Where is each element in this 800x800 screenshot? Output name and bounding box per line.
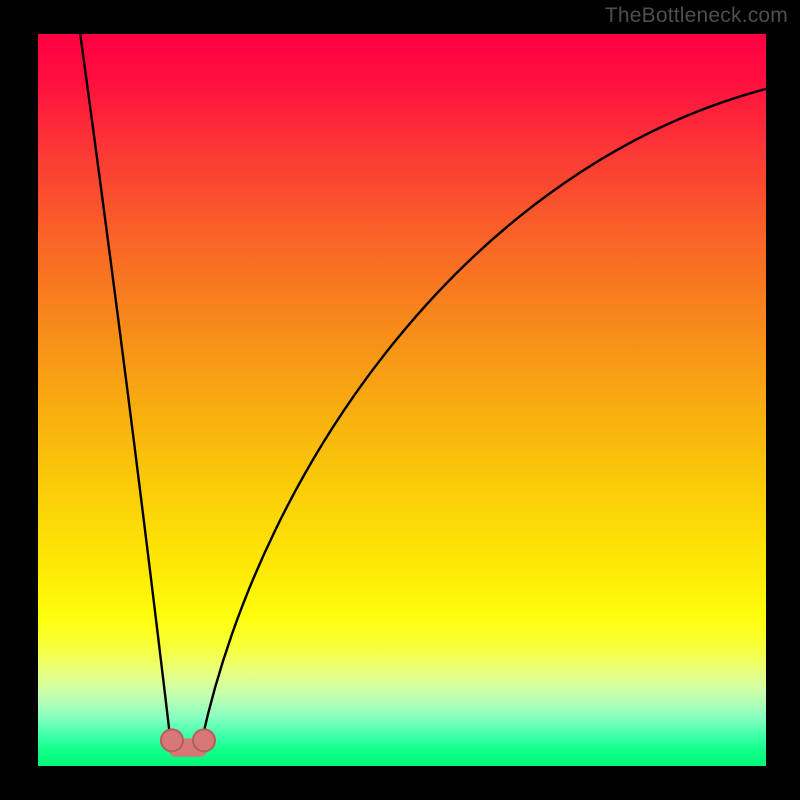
chart-container: TheBottleneck.com [0,0,800,800]
watermark-text: TheBottleneck.com [605,4,788,28]
cusp-marker-0 [161,729,183,751]
plot-background [38,34,766,766]
cusp-marker-1 [193,729,215,751]
bottleneck-chart [0,0,800,800]
